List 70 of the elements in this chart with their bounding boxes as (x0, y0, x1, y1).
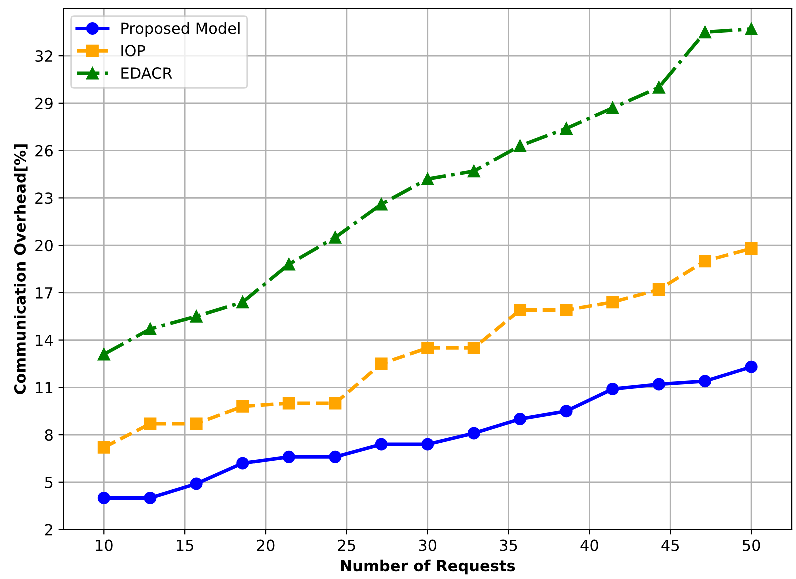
legend-label: EDACR (122, 68, 172, 80)
point (144, 418, 157, 430)
x-tick-label: 45 (662, 540, 680, 552)
point (652, 81, 666, 94)
point (190, 310, 203, 323)
x-tick-label: 10 (96, 540, 113, 552)
point (422, 438, 434, 451)
point (375, 198, 388, 211)
point (190, 418, 203, 430)
point (375, 358, 388, 370)
x-tick-label: 25 (338, 540, 356, 552)
point (468, 342, 480, 354)
point (190, 478, 203, 490)
y-tick-label: 11 (36, 382, 53, 394)
point (606, 296, 620, 309)
x-tick-label: 40 (580, 540, 598, 552)
y-tick-label: 5 (45, 477, 53, 488)
y-axis-title: Communication Overhead[%] (14, 144, 28, 394)
point (514, 140, 527, 152)
point (282, 258, 296, 271)
point (560, 122, 573, 135)
point (606, 102, 620, 114)
point (652, 378, 666, 391)
x-axis-title: Number of Requests (341, 560, 516, 575)
point (699, 26, 712, 39)
x-tick-label: 35 (500, 540, 518, 552)
point (560, 405, 573, 418)
point (468, 165, 480, 178)
y-tick-label: 29 (36, 98, 53, 110)
x-tick-label: 50 (743, 540, 760, 552)
y-tick-label: 8 (45, 430, 53, 442)
x-tick-label: 15 (177, 540, 194, 552)
point (236, 457, 250, 470)
y-tick-label: 2 (45, 524, 52, 536)
point (745, 242, 758, 255)
point (98, 348, 110, 361)
point (699, 255, 712, 268)
y-tick-label: 32 (36, 50, 52, 62)
point (144, 492, 157, 504)
point (699, 375, 712, 388)
point (236, 400, 250, 413)
y-tick-label: 17 (36, 288, 53, 299)
point (236, 296, 250, 309)
point (282, 397, 296, 410)
point (375, 438, 388, 451)
point (514, 413, 527, 426)
point (745, 360, 758, 374)
y-tick-label: 23 (36, 192, 53, 204)
point (606, 382, 620, 396)
point (514, 304, 527, 317)
point (282, 450, 296, 464)
point (144, 322, 157, 336)
y-tick-label: 26 (36, 145, 53, 157)
y-tick-label: 14 (36, 334, 54, 346)
point (329, 450, 342, 464)
point (98, 441, 110, 454)
point (98, 492, 110, 504)
point (745, 22, 758, 36)
point (329, 397, 342, 410)
point (468, 427, 480, 440)
x-tick-label: 30 (419, 540, 437, 552)
point (560, 304, 573, 317)
x-tick-label: 20 (257, 540, 275, 552)
point (422, 342, 434, 354)
legend-label: Proposed Model (122, 22, 240, 38)
y-tick-label: 20 (36, 240, 53, 252)
point (652, 284, 666, 296)
point (329, 231, 342, 244)
legend-label: IOP (122, 45, 146, 57)
point (422, 172, 434, 186)
